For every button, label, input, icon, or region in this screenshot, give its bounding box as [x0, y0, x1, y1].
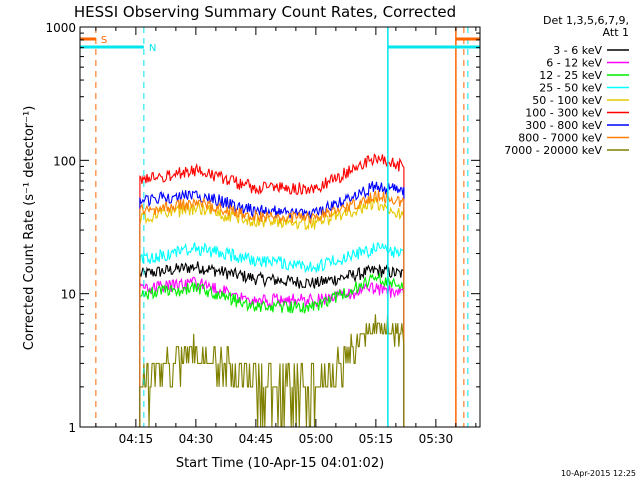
- legend-label-6: 300 - 800 keV: [525, 119, 602, 132]
- legend-label-0: 3 - 6 keV: [553, 44, 602, 57]
- y-axis-label: Corrected Count Rate (s⁻¹ detector⁻¹): [22, 106, 37, 351]
- y-tick-label-0: 1: [68, 421, 76, 435]
- x-tick-label-4: 05:15: [359, 432, 394, 446]
- x-tick-label-5: 05:30: [419, 432, 454, 446]
- legend-label-3: 25 - 50 keV: [539, 82, 602, 95]
- legend-label-2: 12 - 25 keV: [539, 69, 602, 82]
- series-line-2: [139, 273, 405, 427]
- flag-n-label: N: [149, 43, 156, 54]
- x-tick-label-0: 04:15: [119, 432, 154, 446]
- chart-axes: 04:15 04:30 04:45 05:00 05:15 05:30 1 10 100 1000: [45, 21, 481, 446]
- legend-header-line-1: Det 1,3,5,6,7,9,: [543, 14, 629, 27]
- legend-label-5: 100 - 300 keV: [525, 107, 602, 120]
- legend-label-7: 800 - 7000 keV: [518, 132, 602, 145]
- series-line-8: [139, 314, 405, 428]
- plot-frame: [79, 26, 481, 428]
- series-line-4: [139, 196, 405, 427]
- x-tick-label-2: 04:45: [239, 432, 274, 446]
- series-line-7: [139, 190, 405, 427]
- series-line-5: [139, 153, 405, 427]
- x-axis-label: Start Time (10-Apr-15 04:01:02): [176, 456, 384, 471]
- x-tick-label-3: 05:00: [299, 432, 334, 446]
- legend-label-1: 6 - 12 keV: [546, 57, 602, 70]
- series-line-3: [139, 242, 405, 427]
- y-tick-label-3: 1000: [45, 21, 76, 35]
- flag-s-label: S: [101, 35, 107, 46]
- y-tick-label-1: 10: [61, 288, 76, 302]
- y-tick-label-2: 100: [53, 154, 76, 168]
- chart-title: HESSI Observing Summary Count Rates, Cor…: [74, 3, 456, 21]
- footer-timestamp: 10-Apr-2015 12:25: [561, 469, 636, 478]
- chart-marks: SN: [80, 27, 480, 428]
- series-line-6: [139, 181, 405, 427]
- legend-header-line-2: Att 1: [603, 26, 629, 39]
- series-line-0: [139, 261, 405, 427]
- x-tick-label-1: 04:30: [179, 432, 214, 446]
- legend-label-4: 50 - 100 keV: [532, 94, 602, 107]
- legend-label-8: 7000 - 20000 keV: [504, 144, 602, 157]
